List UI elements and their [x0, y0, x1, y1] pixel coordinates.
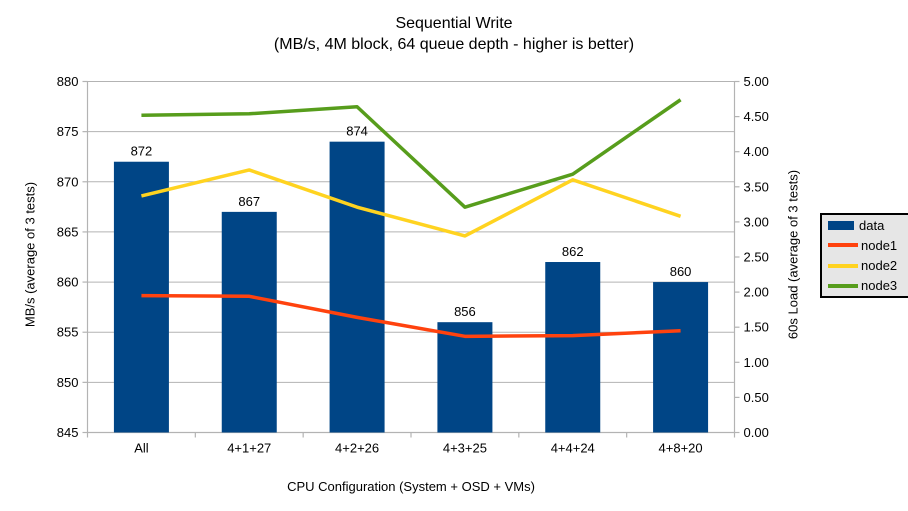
bar-value-label: 860 — [670, 264, 692, 279]
left-axis-tick-label: 870 — [57, 174, 79, 189]
left-axis-tick-label: 860 — [57, 275, 79, 290]
right-axis-title: 60s Load (average of 3 tests) — [785, 169, 801, 340]
x-category-label: 4+2+26 — [335, 441, 379, 456]
left-axis-title: MB/s (average of 3 tests) — [22, 181, 38, 328]
legend-item-node1: node1 — [828, 235, 908, 255]
legend-swatch-node2 — [828, 263, 858, 268]
legend: data node1 node2 node3 — [820, 213, 908, 298]
left-axis-tick-label: 865 — [57, 224, 79, 239]
line-node1 — [141, 293, 681, 339]
legend-item-node3: node3 — [828, 276, 908, 296]
right-axis-tick-label: 2.00 — [744, 285, 769, 300]
legend-label-node1: node1 — [861, 237, 898, 253]
line-node2 — [141, 168, 682, 238]
bar-value-label: 874 — [346, 124, 368, 139]
legend-item-data: data — [828, 215, 908, 235]
bar-4+3+25 — [437, 322, 493, 433]
legend-label-data: data — [859, 217, 885, 233]
x-category-label: 4+3+25 — [443, 441, 487, 456]
right-axis-tick-label: 0.50 — [744, 390, 769, 405]
right-axis-tick-label: 4.50 — [744, 109, 769, 124]
legend-swatch-node3 — [828, 283, 858, 288]
legend-item-node2: node2 — [828, 256, 908, 276]
bar-value-label: 872 — [131, 144, 153, 159]
right-axis-tick-label: 5.00 — [744, 74, 769, 89]
chart-subtitle: (MB/s, 4M block, 64 queue depth - higher… — [273, 36, 635, 53]
bar-4+1+27 — [221, 211, 277, 433]
chart-title: Sequential Write — [395, 15, 513, 32]
bar-value-label: 867 — [238, 194, 260, 209]
x-axis-title: CPU Configuration (System + OSD + VMs) — [287, 479, 535, 494]
line-node3 — [141, 98, 682, 209]
x-category-label: 4+4+24 — [551, 441, 595, 456]
right-axis-tick-label: 1.50 — [744, 320, 769, 335]
bar-value-label: 856 — [454, 304, 476, 319]
bar-4+2+26 — [329, 141, 385, 433]
x-category-label: 4+8+20 — [659, 441, 703, 456]
right-axis-tick-label: 2.50 — [744, 250, 769, 265]
left-axis-tick-label: 875 — [57, 124, 79, 139]
right-axis-tick-label: 3.50 — [744, 179, 769, 194]
bar-4+4+24 — [545, 262, 601, 433]
left-axis-tick-label: 850 — [57, 375, 79, 390]
right-axis-tick-label: 3.00 — [744, 214, 769, 229]
legend-label-node3: node3 — [861, 278, 898, 294]
bar-4+8+20 — [653, 282, 709, 433]
right-axis-tick-label: 0.00 — [744, 425, 769, 440]
legend-swatch-node1 — [828, 243, 858, 248]
right-axis-tick-label: 1.00 — [744, 355, 769, 370]
right-axis-tick-label: 4.00 — [744, 144, 769, 159]
left-axis-tick-label: 880 — [57, 74, 79, 89]
bar-value-label: 862 — [562, 244, 584, 259]
left-axis-tick-label: 855 — [57, 325, 79, 340]
x-category-label: 4+1+27 — [227, 441, 271, 456]
legend-label-node2: node2 — [861, 258, 898, 274]
x-category-label: All — [134, 441, 149, 456]
legend-swatch-data — [828, 220, 854, 230]
left-axis-tick-label: 845 — [57, 425, 79, 440]
